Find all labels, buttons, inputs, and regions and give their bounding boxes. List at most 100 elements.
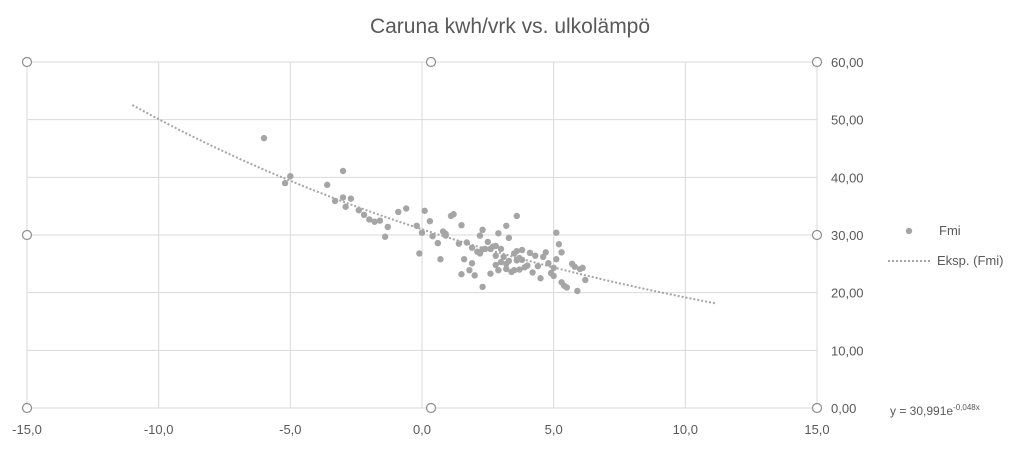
data-point — [482, 245, 489, 253]
data-points — [260, 134, 589, 295]
data-point — [384, 223, 391, 231]
data-point — [476, 232, 484, 239]
y-tick-label: 20,00 — [831, 286, 864, 301]
y-axis-tick-labels: 0,00 10,00 20,00 30,00 40,00 50,00 60,00 — [831, 55, 864, 416]
plot-area-frame — [21, 56, 823, 414]
data-point — [403, 205, 410, 212]
data-point — [466, 266, 473, 274]
data-point — [495, 266, 502, 274]
data-point — [529, 269, 536, 276]
data-point — [542, 249, 549, 256]
data-point — [487, 270, 494, 277]
data-point — [503, 265, 510, 273]
resize-handle — [425, 56, 437, 68]
data-point — [563, 284, 571, 291]
data-point — [537, 275, 544, 282]
data-point — [450, 211, 457, 218]
data-point — [468, 244, 476, 251]
resize-handle — [21, 402, 33, 414]
data-point — [553, 256, 560, 263]
resize-handle — [811, 229, 823, 241]
data-point — [497, 245, 505, 253]
data-point — [550, 264, 557, 272]
trendline-layer — [131, 104, 718, 305]
data-point — [571, 263, 578, 270]
data-point — [471, 272, 478, 279]
x-tick-label: 15,0 — [804, 422, 829, 437]
data-point — [416, 250, 423, 257]
data-point — [505, 257, 513, 265]
resize-handle — [811, 56, 823, 68]
data-point — [339, 167, 347, 175]
data-point — [497, 258, 505, 266]
data-point — [510, 266, 518, 274]
data-point — [532, 252, 539, 259]
data-point — [550, 272, 557, 280]
y-tick-label: 60,00 — [831, 55, 864, 70]
data-point — [555, 241, 563, 248]
data-point — [442, 230, 449, 238]
data-point — [342, 203, 349, 210]
x-tick-label: -10,0 — [144, 422, 174, 437]
data-point — [434, 239, 441, 247]
gridlines — [26, 61, 818, 409]
data-point — [484, 238, 492, 246]
data-point — [495, 230, 502, 237]
data-point — [503, 222, 510, 229]
data-point — [366, 216, 373, 223]
data-point — [458, 222, 465, 229]
data-point — [331, 197, 339, 205]
data-point — [347, 195, 355, 202]
chart-title: Caruna kwh/vrk vs. ulkolämpö — [370, 15, 650, 38]
data-point — [395, 208, 402, 216]
resize-handle — [811, 402, 823, 414]
data-point — [458, 271, 465, 278]
data-point — [492, 242, 499, 250]
data-point — [287, 172, 294, 180]
data-point — [426, 217, 434, 225]
y-tick-label: 30,00 — [831, 228, 864, 243]
data-point — [429, 232, 436, 240]
data-point — [518, 246, 526, 254]
data-point — [534, 262, 542, 270]
equation-base: y = 30,991e — [890, 404, 953, 418]
data-point — [260, 134, 268, 142]
data-point — [339, 194, 347, 201]
trendline-equation: y = 30,991e-0,048x — [890, 403, 980, 418]
data-point — [413, 222, 420, 229]
equation-exponent: -0,048x — [953, 403, 980, 412]
data-point — [463, 239, 470, 246]
x-tick-label: 10,0 — [673, 422, 698, 437]
data-point — [558, 249, 565, 256]
data-point — [516, 266, 523, 273]
data-point — [468, 260, 476, 267]
legend-label-trendline: Eksp. (Fmi) — [937, 253, 1003, 268]
data-point — [513, 247, 520, 255]
data-point — [513, 212, 520, 220]
data-point — [492, 252, 499, 259]
resize-handle — [425, 402, 437, 414]
data-point — [324, 181, 331, 189]
data-point — [582, 276, 589, 284]
data-point — [524, 262, 531, 269]
data-point — [574, 287, 581, 295]
data-point — [579, 264, 586, 272]
legend-label-fmi: Fmi — [939, 223, 961, 238]
data-point — [553, 229, 560, 236]
data-point — [437, 256, 444, 263]
data-point — [376, 217, 384, 224]
data-point — [492, 261, 499, 269]
data-point — [479, 283, 486, 291]
y-tick-label: 0,00 — [831, 401, 856, 416]
data-point — [418, 229, 426, 236]
legend-marker-fmi — [905, 227, 913, 235]
legend: Fmi Eksp. (Fmi) — [888, 223, 1003, 268]
data-point — [505, 234, 513, 242]
data-point — [360, 211, 368, 219]
data-point — [545, 260, 552, 267]
data-point — [381, 233, 389, 240]
data-point — [518, 256, 526, 263]
data-point — [455, 240, 463, 247]
